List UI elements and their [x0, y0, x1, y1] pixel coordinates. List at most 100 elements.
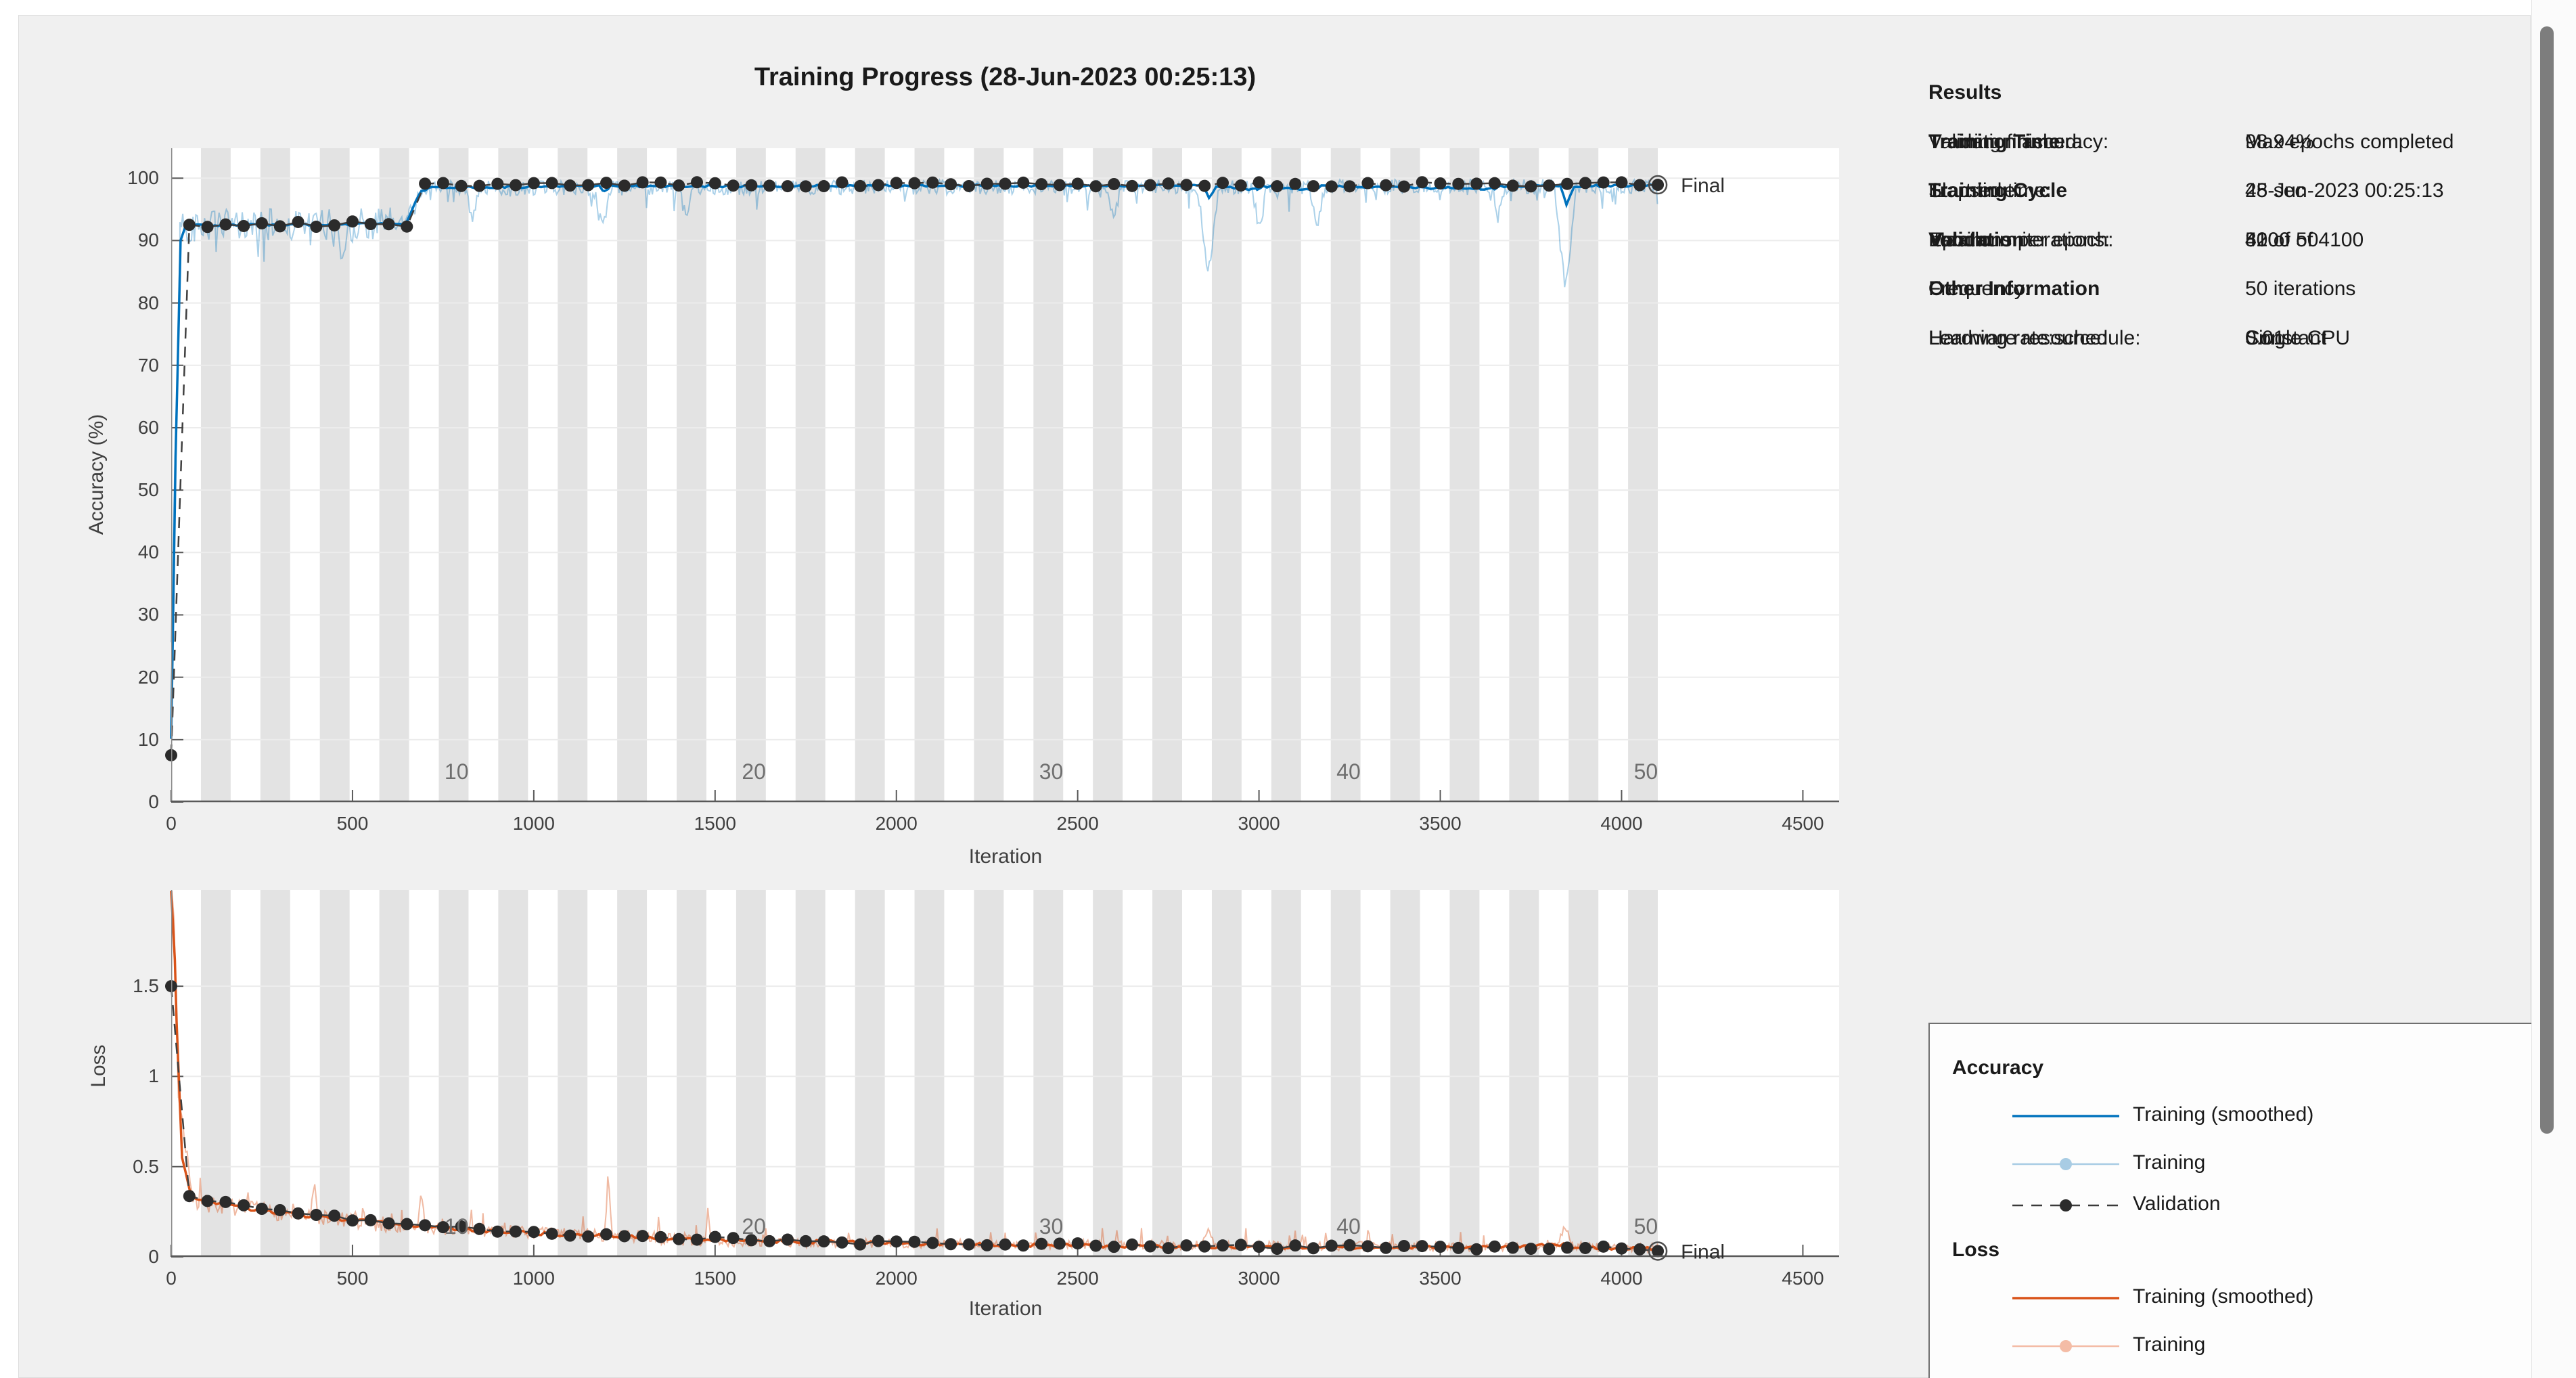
- info-row: Epoch: 50 of 50: [1928, 229, 2524, 256]
- scrollbar-thumb[interactable]: [2540, 26, 2554, 1134]
- x-tick-label: 1500: [694, 1268, 736, 1289]
- info-row: Learning rate schedule: Constant: [1928, 327, 2524, 354]
- epoch-label: 40: [1336, 1214, 1361, 1239]
- final-marker-label: Final: [1681, 175, 1725, 197]
- info-row-value: Constant: [2245, 326, 2327, 349]
- info-row: Iteration: 4100 of 4100: [1928, 229, 2524, 256]
- epoch-label: 30: [1039, 759, 1064, 784]
- info-row-value: 98.94%: [2245, 130, 2314, 153]
- y-tick-label: 0: [148, 791, 159, 812]
- epoch-label: 50: [1634, 759, 1658, 784]
- info-row: Start time: 28-Jun-2023 00:25:13: [1928, 179, 2524, 206]
- scrollbar-track[interactable]: [2531, 0, 2576, 1378]
- info-section-header: Results: [1928, 81, 2002, 104]
- x-tick-label: 1500: [694, 813, 736, 834]
- legend-line-sample: [2010, 1107, 2122, 1125]
- legend-item-label: Training: [2133, 1151, 2206, 1174]
- info-row: Learning rate: 0.01: [1928, 327, 2524, 354]
- epoch-label: 50: [1634, 1214, 1658, 1239]
- info-section-header: Validation: [1928, 228, 2025, 251]
- y-tick-label: 0: [148, 1246, 159, 1267]
- legend-section-title: Loss: [1952, 1239, 2000, 1261]
- info-section-header: Training Cycle: [1928, 179, 2068, 202]
- x-tick-label: 4000: [1600, 1268, 1643, 1289]
- info-row: Elapsed time: 45 sec: [1928, 179, 2524, 206]
- y-tick-label: 20: [137, 666, 159, 688]
- x-tick-label: 4000: [1600, 813, 1643, 834]
- legend-box: Accuracy Training (smoothed) Training Valid…: [1928, 1023, 2545, 1378]
- info-row-value: 50 of 50: [2245, 228, 2319, 251]
- chart-title: Training Progress (28-Jun-2023 00:25:13): [754, 63, 1257, 91]
- x-tick-label: 500: [336, 813, 369, 834]
- info-row: Training finished: Max epochs completed: [1928, 131, 2524, 158]
- figure-panel: Training Progress (28-Jun-2023 00:25:13)…: [18, 15, 2545, 1378]
- legend-item-label: Training (smoothed): [2133, 1285, 2314, 1308]
- info-row-value: 50 iterations: [2245, 277, 2356, 300]
- y-tick-label: 100: [127, 167, 159, 189]
- x-tick-label: 4500: [1782, 1268, 1824, 1289]
- legend-line-sample: [2010, 1197, 2122, 1214]
- legend-item-label: Training: [2133, 1333, 2206, 1356]
- info-row-label: Maximum iterations:: [1928, 228, 2110, 251]
- info-row-label: Frequency:: [1928, 277, 2031, 300]
- y-tick-label: 80: [137, 292, 159, 313]
- legend-line-sample: [2010, 1155, 2122, 1173]
- info-row-label: Iteration:: [1928, 228, 2008, 251]
- y-tick-label: 60: [137, 416, 159, 438]
- legend-item-label: Training (smoothed): [2133, 1103, 2314, 1126]
- x-tick-label: 3000: [1238, 1268, 1280, 1289]
- info-row-value: 82: [2245, 228, 2268, 251]
- y-tick-label: 10: [137, 728, 159, 750]
- info-row-label: Start time:: [1928, 179, 2021, 202]
- info-row-label: Training finished:: [1928, 130, 2083, 153]
- epoch-label: 10: [445, 759, 469, 784]
- accuracy-plot: 10 20 30 40 50 Final: [165, 148, 1839, 803]
- x-tick-label: 3000: [1238, 813, 1280, 834]
- y-tick-label: 50: [137, 479, 159, 501]
- info-row-value: Max epochs completed: [2245, 130, 2454, 153]
- x-tick-label: 500: [336, 1268, 369, 1289]
- legend-section-title: Accuracy: [1952, 1057, 2044, 1079]
- info-row-label: Iterations per epoch:: [1928, 228, 2114, 251]
- y-tick-label: 0.5: [133, 1155, 159, 1177]
- loss-plot: 10 20 30 40 50 Final: [165, 890, 1839, 1263]
- loss-ylabel: Loss: [87, 1044, 110, 1088]
- x-tick-label: 3500: [1419, 813, 1462, 834]
- info-row-value: 4100 of 4100: [2245, 228, 2364, 251]
- x-tick-label: 2000: [875, 813, 918, 834]
- info-row: Maximum iterations: 4100: [1928, 229, 2524, 256]
- y-tick-label: 70: [137, 354, 159, 376]
- loss-xlabel: Iteration: [968, 1297, 1043, 1320]
- info-section-header: Other Information: [1928, 277, 2100, 300]
- info-row-value: 4100: [2245, 228, 2290, 251]
- info-row: Validation accuracy: 98.94%: [1928, 131, 2524, 158]
- y-tick-label: 40: [137, 541, 159, 563]
- x-tick-label: 0: [166, 1268, 177, 1289]
- info-row-value: 45 sec: [2245, 179, 2305, 202]
- x-tick-label: 4500: [1782, 813, 1824, 834]
- y-tick-label: 90: [137, 229, 159, 251]
- epoch-label: 10: [445, 1214, 469, 1239]
- info-row-value: Single CPU: [2245, 326, 2351, 349]
- final-marker-label: Final: [1681, 1241, 1725, 1263]
- info-row-label: Hardware resource:: [1928, 326, 2107, 349]
- y-tick-label: 1.5: [133, 975, 159, 997]
- info-row: Iterations per epoch: 82: [1928, 229, 2524, 256]
- x-tick-label: 0: [166, 813, 177, 834]
- legend-line-sample: [2010, 1289, 2122, 1307]
- info-row: Frequency: 50 iterations: [1928, 277, 2524, 305]
- x-tick-label: 1000: [512, 813, 555, 834]
- x-tick-label: 2500: [1056, 813, 1099, 834]
- x-tick-label: 1000: [512, 1268, 555, 1289]
- info-row-label: Epoch:: [1928, 228, 1992, 251]
- info-row-label: Validation accuracy:: [1928, 130, 2109, 153]
- info-row: Hardware resource: Single CPU: [1928, 327, 2524, 354]
- accuracy-xlabel: Iteration: [968, 845, 1043, 868]
- y-tick-label: 1: [148, 1065, 159, 1087]
- info-section-header: Training Time: [1928, 130, 2060, 153]
- x-tick-label: 2500: [1056, 1268, 1099, 1289]
- y-tick-label: 30: [137, 604, 159, 625]
- info-row-value: 28-Jun-2023 00:25:13: [2245, 179, 2444, 202]
- x-tick-label: 3500: [1419, 1268, 1462, 1289]
